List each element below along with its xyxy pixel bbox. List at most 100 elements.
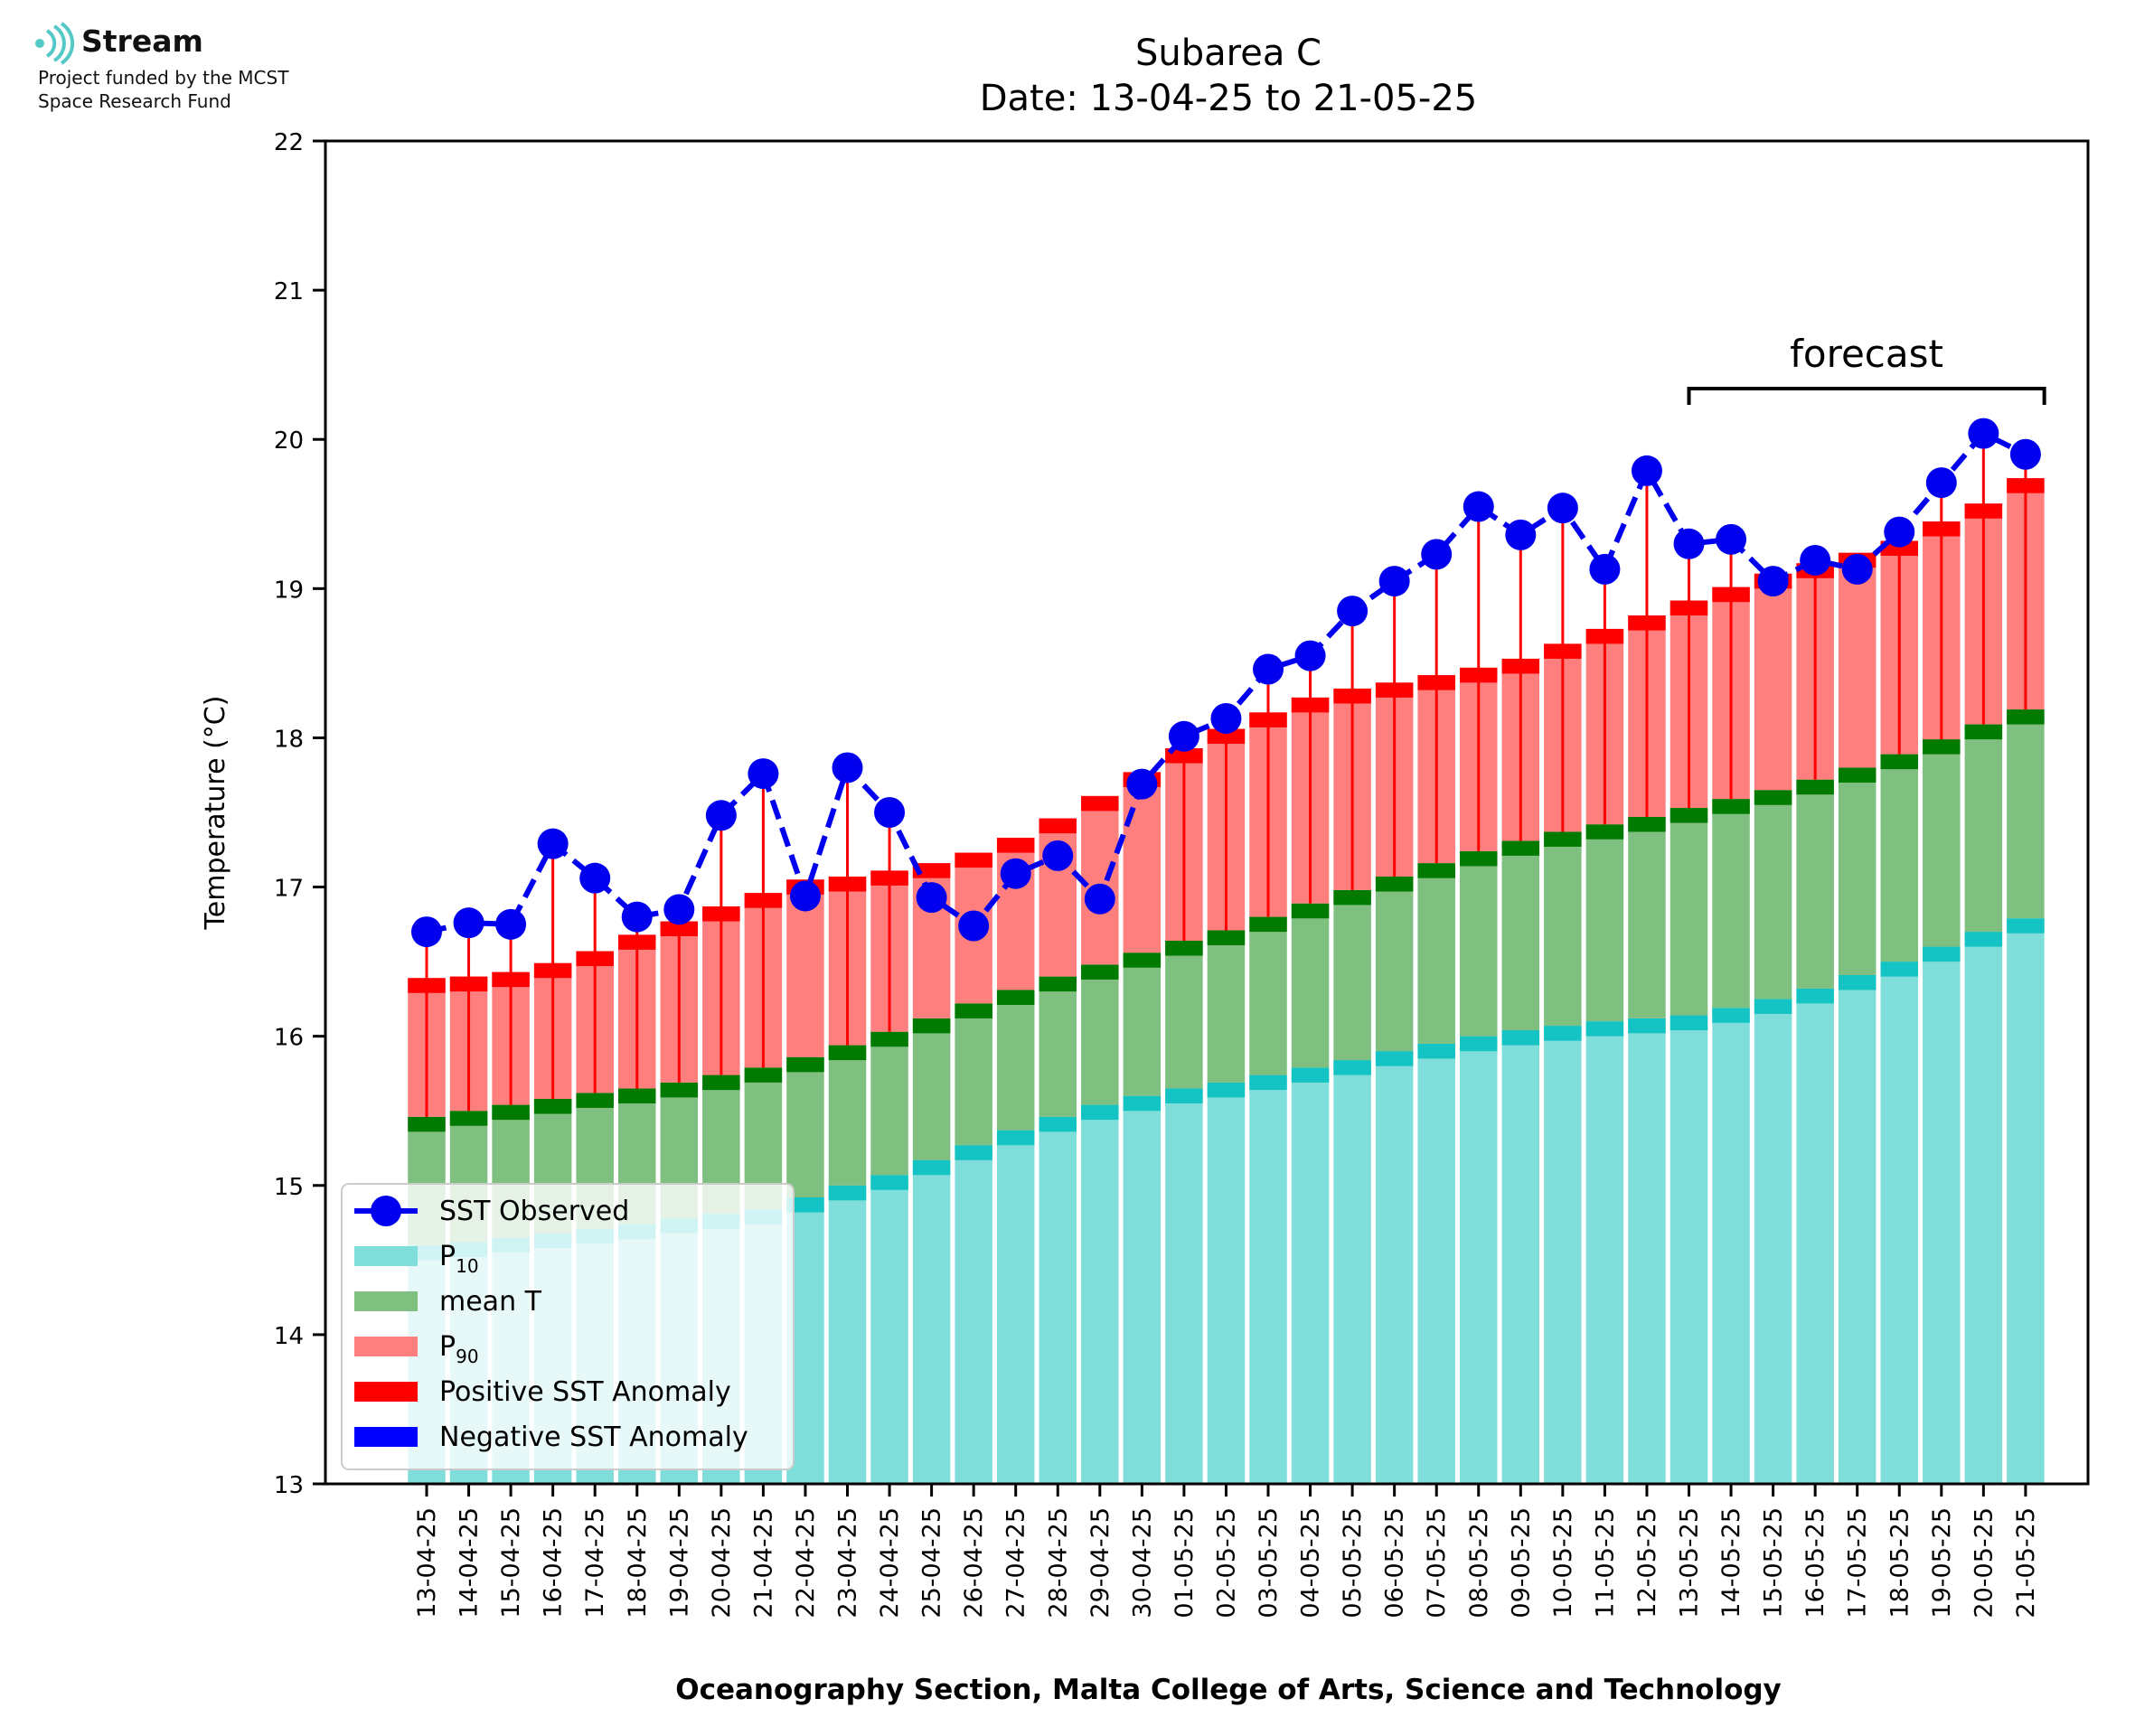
x-tick-label: 27-04-25: [1002, 1507, 1030, 1619]
observed-point: [789, 880, 821, 912]
bar-p10: [1291, 1067, 1330, 1484]
x-tick-label: 17-05-25: [1844, 1507, 1872, 1619]
bar-mean-cap: [1039, 976, 1077, 992]
bar-mean: [1460, 850, 1498, 1037]
y-tick-label: 19: [274, 577, 304, 604]
y-axis: 13 14 15 16 17 18 19 20 21 22: [274, 129, 325, 1499]
bar-p10: [1501, 1030, 1540, 1484]
bar-mean-cap: [786, 1056, 824, 1073]
legend-label: Negative SST Anomaly: [439, 1422, 748, 1453]
observed-point: [579, 862, 611, 894]
bar-mean-cap: [618, 1088, 656, 1103]
x-tick-label: 14-05-25: [1717, 1507, 1745, 1619]
bar-p10-cap: [1964, 932, 2003, 947]
forecast-annotation: forecast: [1687, 332, 2046, 405]
bar-mean-cap: [533, 1099, 572, 1114]
bar-mean-cap: [408, 1116, 446, 1132]
bar-mean: [1754, 790, 1792, 999]
legend-swatch: [354, 1246, 418, 1266]
x-tick-label: 19-04-25: [665, 1507, 693, 1619]
bar-mean-cap: [870, 1031, 908, 1047]
bar-p10-cap: [996, 1130, 1035, 1146]
legend-swatch: [354, 1427, 418, 1447]
bar-mean-cap: [955, 1003, 992, 1018]
observed-point: [832, 752, 863, 784]
bar-mean-cap: [1796, 779, 1834, 795]
bar-p10: [1333, 1060, 1371, 1484]
bar-p10: [1123, 1095, 1162, 1484]
bar-p90: [1081, 795, 1119, 965]
legend-label-subscript: 10: [456, 1255, 478, 1277]
x-tick-label: 17-04-25: [581, 1507, 609, 1619]
bar-mean: [1123, 952, 1162, 1096]
observed-point: [874, 797, 906, 828]
bar-mean: [786, 1056, 824, 1197]
bar-p10: [1039, 1116, 1077, 1484]
bar-mean: [1207, 930, 1246, 1083]
bar-p10-cap: [1754, 999, 1792, 1014]
bar-p10-cap: [1375, 1051, 1414, 1066]
bar-p10: [1417, 1043, 1455, 1484]
plot-frame: [324, 139, 2090, 1486]
bar-mean-cap: [1333, 889, 1371, 906]
bar-mean-cap: [1964, 724, 2003, 740]
chart-title: Subarea C: [1135, 33, 1322, 74]
bar-mean-cap: [1501, 840, 1540, 856]
bar-mean: [870, 1031, 908, 1176]
x-tick-label: 04-05-25: [1297, 1507, 1325, 1619]
legend-swatch: [354, 1337, 418, 1356]
bar-mean: [2007, 709, 2045, 919]
observed-point: [453, 907, 484, 939]
bar-mean: [1375, 876, 1414, 1052]
bar-p10: [1923, 946, 1961, 1484]
x-tick-label: 26-04-25: [960, 1507, 988, 1619]
bar-p90-cap: [1039, 818, 1077, 834]
bar-mean: [1544, 831, 1582, 1027]
bar-p10: [1249, 1074, 1287, 1484]
x-tick-label: 20-05-25: [1970, 1507, 1998, 1619]
observed-point: [1126, 768, 1158, 800]
bar-p10: [1081, 1104, 1119, 1484]
bar-p10-cap: [1712, 1008, 1750, 1023]
legend-swatch: [354, 1291, 418, 1311]
bar-mean: [1165, 940, 1203, 1089]
bar-mean: [828, 1045, 867, 1186]
bar-mean: [1291, 903, 1330, 1068]
observed-point: [1337, 596, 1369, 627]
x-axis-label: Oceanography Section, Malta College of A…: [675, 1674, 1782, 1706]
bar-p10: [1375, 1051, 1414, 1484]
observed-point: [1716, 523, 1747, 555]
x-tick-label: 16-04-25: [540, 1507, 568, 1619]
observed-point: [1589, 553, 1621, 585]
bar-mean: [1628, 816, 1666, 1018]
observed-point: [1210, 702, 1242, 734]
bar-mean-cap: [744, 1067, 783, 1083]
anomaly-layer: [425, 433, 2027, 1117]
bar-p10-cap: [1628, 1018, 1666, 1034]
x-tick-label: 21-04-25: [749, 1507, 777, 1619]
observed-point: [748, 758, 779, 790]
bar-p10: [1754, 999, 1792, 1484]
bar-mean-cap: [1375, 876, 1414, 892]
bar-mean-cap: [702, 1074, 740, 1091]
bar-mean-cap: [1207, 930, 1246, 945]
logo-funding-line-1: Project funded by the MCST: [38, 67, 289, 89]
y-tick-label: 18: [274, 726, 304, 753]
bar-mean-cap: [660, 1082, 699, 1098]
bar-mean-cap: [1165, 940, 1203, 956]
bar-mean-cap: [912, 1018, 951, 1034]
observed-point: [1925, 467, 1957, 499]
legend-label-subscript: 90: [456, 1346, 478, 1367]
observed-point: [1253, 653, 1284, 685]
observed-point: [1042, 840, 1074, 871]
y-axis-label: Temperature (°C): [200, 696, 231, 931]
bar-p10-cap: [1333, 1060, 1371, 1075]
bar-p10-cap: [955, 1145, 992, 1160]
observed-point: [495, 908, 527, 940]
bar-p10-cap: [1838, 974, 1877, 990]
bar-p10: [1796, 988, 1834, 1484]
bar-p10: [1670, 1015, 1708, 1484]
x-tick-label: 14-04-25: [456, 1507, 484, 1619]
bar-p10-cap: [1796, 988, 1834, 1004]
